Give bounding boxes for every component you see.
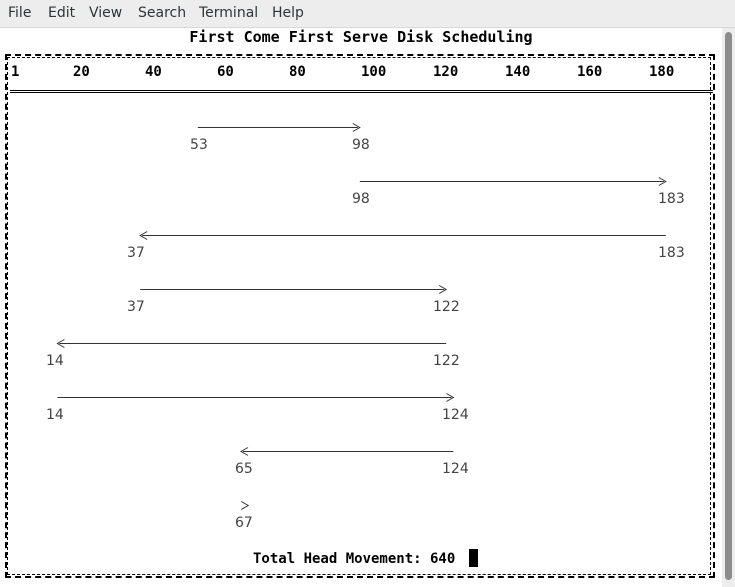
- menu-bar: File Edit View Search Terminal Help: [0, 0, 735, 28]
- movement-start-label: 53: [190, 137, 208, 153]
- menu-terminal[interactable]: Terminal: [199, 5, 259, 21]
- movement-arrow: [359, 177, 667, 186]
- total-head-movement: Total Head Movement: 640: [253, 551, 456, 567]
- scale-tick: 20: [73, 64, 90, 80]
- movement-arrow: [56, 339, 447, 348]
- movement-end-label: 183: [658, 191, 685, 207]
- movement-start-label: 37: [127, 299, 145, 315]
- ascii-frame: [5, 54, 715, 578]
- movement-arrow: [239, 447, 454, 456]
- movement-end-label: 183: [658, 245, 685, 261]
- menu-view[interactable]: View: [89, 5, 123, 21]
- movement-arrowhead: [446, 393, 455, 402]
- movement-start-label: 98: [352, 191, 370, 207]
- movement-arrowhead: [438, 285, 448, 294]
- scale-tick: 80: [289, 64, 306, 80]
- movement-arrow: [139, 231, 666, 240]
- movement-arrow: [57, 393, 455, 402]
- movement-arrow: [140, 285, 448, 294]
- movement-end-label: 122: [433, 353, 460, 369]
- ascii-frame-inner: [7, 57, 711, 575]
- movement-arrow: [197, 123, 361, 132]
- scrollbar-thumb[interactable]: [725, 32, 732, 580]
- menu-file[interactable]: File: [8, 5, 32, 21]
- terminal-cursor: [469, 549, 478, 567]
- movement-arrowhead: [139, 231, 148, 240]
- scale-tick: 40: [145, 64, 162, 80]
- scale-tick: 140: [505, 64, 531, 80]
- menu-search[interactable]: Search: [138, 5, 187, 21]
- scale-tick: 180: [649, 64, 675, 80]
- scale-tick: 1: [11, 64, 20, 80]
- movement-end-label: 124: [442, 407, 469, 423]
- movement-arrowhead: [352, 123, 361, 132]
- scale-tick: 60: [217, 64, 234, 80]
- movement-start-label: 67: [235, 515, 253, 531]
- movement-end-label: 122: [433, 299, 460, 315]
- terminal-output[interactable]: [0, 28, 722, 587]
- movement-arrowhead: [240, 501, 250, 510]
- movement-arrow: [240, 501, 250, 510]
- scale-tick: 160: [577, 64, 603, 80]
- menu-help[interactable]: Help: [272, 5, 304, 21]
- movement-start-label: 65: [235, 461, 253, 477]
- scale-tick: 120: [433, 64, 459, 80]
- page-title: First Come First Serve Disk Scheduling: [189, 28, 533, 46]
- movement-start-label: 37: [127, 245, 145, 261]
- movement-arrowhead: [239, 447, 249, 456]
- movement-start-label: 14: [46, 407, 64, 423]
- scale-tick: 100: [361, 64, 387, 80]
- movement-start-label: 14: [46, 353, 64, 369]
- movement-arrowhead: [658, 177, 667, 186]
- scrollbar[interactable]: [722, 28, 735, 587]
- menu-edit[interactable]: Edit: [48, 5, 76, 21]
- scale-separator: [10, 90, 713, 93]
- movement-end-label: 98: [352, 137, 370, 153]
- movement-arrowhead: [56, 339, 65, 348]
- movement-end-label: 124: [442, 461, 469, 477]
